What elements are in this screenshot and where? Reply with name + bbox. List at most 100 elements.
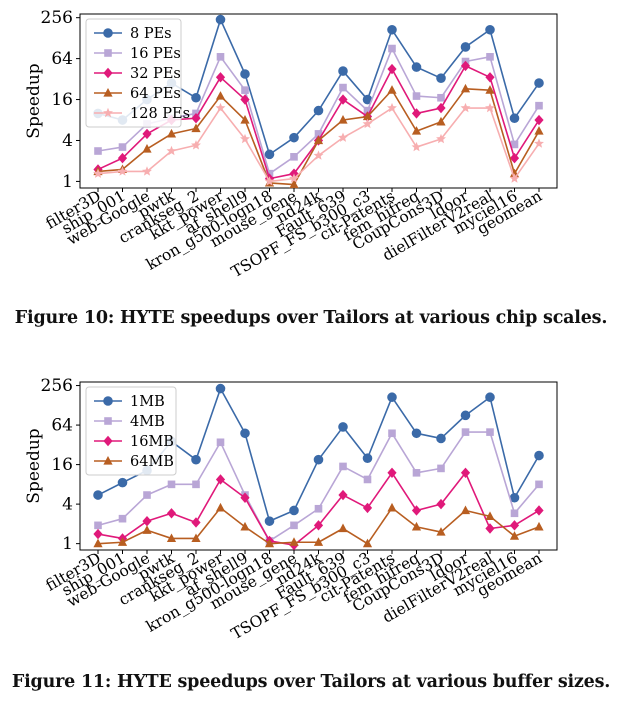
fig10-point-8-pes-kkt-power	[215, 14, 226, 25]
fig10-point-64-pes-ldoor	[460, 83, 471, 93]
fig11-point-16mb-web-google	[142, 515, 152, 527]
fig11-point-64mb-ship-001	[117, 537, 128, 546]
fig11-point-4mb-kkt-power	[216, 438, 225, 447]
fig10-ylabel: Speedup	[24, 63, 44, 138]
fig10-point-16-pes-mouse-gene	[290, 153, 298, 161]
fig10-point-16-pes-nd24k	[314, 130, 323, 138]
figure-10-svg: 141664256Speedupfilter3Dship_001web-Goog…	[24, 8, 558, 281]
fig11-point-16mb-fem-hifreq	[411, 505, 422, 516]
fig10-point-128-pes-af-shell9	[240, 133, 250, 144]
fig10-legend-box	[85, 18, 182, 128]
fig11-point-1mb-ship-001	[117, 477, 128, 488]
fig10-point-16-pes-fem-hifreq	[412, 92, 421, 100]
fig10-point-128-pes-fem-hifreq	[411, 141, 422, 152]
fig10-point-128-pes-crankseg-2	[191, 140, 201, 150]
fig10-ytick-label-256: 256	[41, 8, 73, 28]
fig10-point-8-pes-crankseg-2	[191, 92, 201, 103]
fig10-point-32-pes-web-google	[142, 128, 152, 140]
fig11-point-64mb-filter3d	[93, 538, 103, 548]
figure-10-caption: Figure 10: HYTE speedups over Tailors at…	[14, 308, 608, 328]
fig11-point-64mb-kkt-power	[215, 502, 226, 512]
fig10-point-64-pes-af-shell9	[240, 115, 250, 124]
fig11-legend-marker-1mb	[103, 396, 113, 406]
fig10-point-32-pes-kkt-power	[215, 72, 226, 83]
fig11-point-64mb-geomean	[534, 521, 544, 531]
fig11-legend-label-64mb: 64MB	[130, 454, 174, 470]
fig10-point-32-pes-fem-hifreq	[411, 108, 422, 119]
fig11-legend-label-1mb: 1MB	[130, 394, 165, 410]
fig11-point-1mb-fault-639	[338, 422, 348, 432]
fig10-point-64-pes-coupcons3d	[436, 116, 446, 126]
fig10-point-128-pes-mycielskian16	[509, 173, 520, 183]
fig10-point-128-pes-coupcons3d	[436, 133, 446, 144]
fig11-legend-marker-16mb	[103, 435, 113, 447]
figure-11-chart: 1 4 16 64 256 Speedup filter3D ship_001 web-Goog…	[0, 360, 622, 650]
fig10-legend-marker-8-pes	[103, 28, 113, 38]
fig11-point-16mb-geomean	[534, 505, 544, 516]
fig10-point-16-pes-mycielskian16	[510, 140, 519, 149]
fig11-point-4mb-nd24k	[314, 504, 323, 513]
fig10-point-16-pes-fault-639	[339, 83, 347, 92]
fig10-point-64-pes-dielfilterv2real	[485, 85, 495, 94]
fig10-point-32-pes-af-shell9	[240, 94, 250, 105]
fig11-legend-label-16mb: 16MB	[130, 434, 174, 450]
fig11-ytick-label-16: 16	[51, 455, 73, 475]
fig11-point-64mb-pwtk	[166, 533, 177, 543]
fig11-ytick-label-64: 64	[51, 416, 73, 436]
fig11-point-16mb-filter3d	[93, 528, 103, 540]
fig10-point-128-pes-dielfilterv2real	[485, 102, 495, 113]
fig11-point-64mb-dielfilterv2real	[485, 511, 495, 520]
fig10-point-32-pes-geomean	[534, 114, 544, 126]
fig10-series-markers-128-pes	[93, 102, 544, 186]
fig10-point-128-pes-cit-patents	[387, 102, 397, 113]
fig10-point-8-pes-kron-g500-logn18	[264, 149, 275, 160]
fig11-point-16mb-tsopf-fs-b300-c3	[362, 502, 373, 514]
fig10-point-128-pes-kron-g500-logn18	[264, 176, 275, 186]
fig11-point-1mb-coupcons3d	[436, 433, 446, 444]
fig10-ytick-label-4: 4	[62, 131, 73, 151]
fig11-point-4mb-tsopf-fs-b300-c3	[363, 475, 372, 484]
fig10-point-32-pes-ldoor	[460, 60, 471, 72]
fig10-point-8-pes-fault-639	[338, 66, 348, 76]
fig11-point-1mb-kkt-power	[215, 383, 226, 394]
fig10-legend-label-8-pes: 8 PEs	[130, 26, 172, 42]
fig11-point-1mb-nd24k	[313, 454, 324, 465]
fig10-point-16-pes-cit-patents	[388, 44, 396, 53]
fig11-point-64mb-coupcons3d	[436, 527, 446, 536]
fig10-point-32-pes-dielfilterv2real	[485, 72, 495, 83]
fig11-point-1mb-dielfilterv2real	[485, 392, 495, 403]
fig11-legend-box	[85, 386, 177, 476]
fig10-point-32-pes-coupcons3d	[436, 102, 446, 114]
fig11-point-1mb-filter3d	[93, 490, 103, 500]
fig11-point-64mb-nd24k	[313, 537, 324, 546]
fig11-point-64mb-crankseg-2	[191, 533, 201, 543]
fig11-point-1mb-kron-g500-logn18	[264, 516, 275, 526]
fig10-ytick-label-64: 64	[51, 49, 73, 69]
fig10-point-16-pes-coupcons3d	[437, 93, 445, 102]
fig11-point-64mb-fault-639	[338, 523, 348, 533]
fig10-point-128-pes-web-google	[142, 166, 152, 176]
fig10-point-8-pes-nd24k	[313, 105, 324, 116]
fig11-point-64mb-tsopf-fs-b300-c3	[362, 538, 373, 548]
fig10-point-128-pes-geomean	[534, 138, 544, 148]
fig10-point-128-pes-kkt-power	[215, 102, 226, 113]
fig11-point-4mb-mycielskian16	[510, 509, 519, 518]
fig10-point-16-pes-tsopf-fs-b300-c3	[363, 106, 372, 115]
fig11-point-1mb-crankseg-2	[191, 454, 201, 465]
fig11-point-4mb-cit-patents	[388, 429, 396, 438]
fig11-point-16mb-coupcons3d	[436, 498, 446, 510]
fig10-ytick-label-16: 16	[51, 90, 73, 110]
fig11-point-64mb-mouse-gene	[289, 537, 299, 546]
fig11-point-1mb-cit-patents	[387, 392, 397, 403]
fig10-legend-marker-16-pes	[104, 49, 112, 57]
fig11-point-4mb-pwtk	[167, 480, 176, 489]
fig10-point-8-pes-mycielskian16	[509, 113, 520, 124]
fig10-point-16-pes-dielfilterv2real	[486, 53, 494, 61]
fig11-point-4mb-crankseg-2	[192, 480, 200, 489]
fig11-point-1mb-ldoor	[460, 410, 471, 421]
fig11-point-64mb-fem-hifreq	[411, 521, 422, 531]
fig10-point-8-pes-geomean	[534, 78, 544, 88]
fig11-point-4mb-filter3d	[94, 521, 102, 530]
fig11-point-4mb-mouse-gene	[290, 521, 298, 530]
fig10-point-64-pes-cit-patents	[387, 85, 397, 94]
